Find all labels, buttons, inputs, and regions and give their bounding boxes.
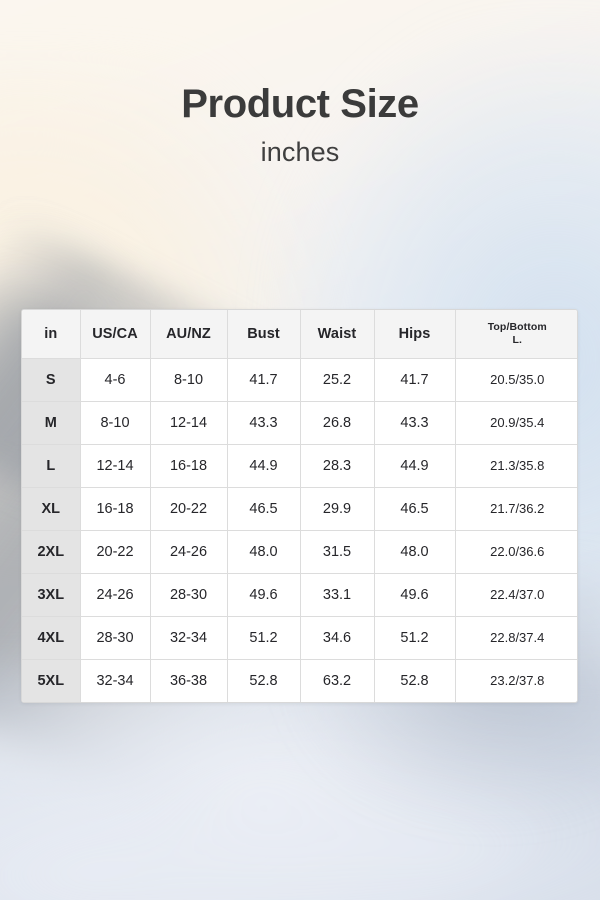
cell-us-ca: 8-10 xyxy=(80,401,151,445)
cell-top-bottom-length: 21.3/35.8 xyxy=(455,444,577,488)
page-subtitle: inches xyxy=(260,136,340,167)
table-body: S 4-6 8-10 41.7 25.2 41.7 20.5/35.0 M 8-10 12-14 4… xyxy=(22,358,577,702)
table-row: S 4-6 8-10 41.7 25.2 41.7 20.5/35.0 xyxy=(22,358,577,402)
column-header-top-bottom-length: Top/Bottom L. xyxy=(455,310,577,359)
cell-top-bottom-length: 23.2/37.8 xyxy=(490,673,545,689)
cell-top-bottom-length: 22.0/36.6 xyxy=(455,530,577,574)
cell-hips: 44.9 xyxy=(374,444,456,488)
row-size-label: 5XL xyxy=(22,659,81,702)
row-size-label: 4XL xyxy=(22,616,81,660)
cell-us-ca: 32-34 xyxy=(80,659,151,702)
cell-top-bottom-length: 20.5/35.0 xyxy=(455,358,577,402)
cell-waist: 28.3 xyxy=(300,444,375,488)
cell-bust: 43.3 xyxy=(227,401,301,445)
column-header-us-ca: US/CA xyxy=(80,310,151,359)
cell-hips: 48.0 xyxy=(374,530,456,574)
cell-waist: 63.2 xyxy=(300,659,375,702)
table-header: in US/CA AU/NZ Bust Waist Hips Top/Botto… xyxy=(22,310,577,359)
cell-waist: 25.2 xyxy=(300,358,375,402)
cell-au-nz: 20-22 xyxy=(150,487,228,531)
cell-bust: 49.6 xyxy=(227,573,301,617)
table-row: 3XL 24-26 28-30 49.6 33.1 49.6 22.4/37.0 xyxy=(22,573,577,617)
column-header-unit: in xyxy=(22,310,81,359)
cell-au-nz: 36-38 xyxy=(150,659,228,702)
row-size-label: 3XL xyxy=(22,573,81,617)
table-row: 5XL 32-34 36-38 52.8 63.2 52.8 23.2/37.8 xyxy=(22,659,577,702)
column-header-waist: Waist xyxy=(300,310,375,359)
cell-us-ca: 24-26 xyxy=(80,573,151,617)
row-size-label: S xyxy=(22,358,81,402)
table-row: 2XL 20-22 24-26 48.0 31.5 48.0 22.0/36.6 xyxy=(22,530,577,574)
size-chart-table: in US/CA AU/NZ Bust Waist Hips Top/Botto… xyxy=(22,310,577,702)
table-row: 4XL 28-30 32-34 51.2 34.6 51.2 22.8/37.4 xyxy=(22,616,577,660)
cell-bust: 51.2 xyxy=(227,616,301,660)
cell-hips: 46.5 xyxy=(374,487,456,531)
cell-waist: 26.8 xyxy=(300,401,375,445)
cell-hips: 41.7 xyxy=(374,358,456,402)
cell-au-nz: 12-14 xyxy=(150,401,228,445)
row-size-label: M xyxy=(22,401,81,445)
column-header-top-bottom-line1: Top/Bottom xyxy=(487,320,547,333)
title-block: Product Size inches xyxy=(0,82,600,168)
table-row: L 12-14 16-18 44.9 28.3 44.9 21.3/35.8 xyxy=(22,444,577,488)
cell-hips: 51.2 xyxy=(374,616,456,660)
cell-au-nz: 16-18 xyxy=(150,444,228,488)
column-header-au-nz: AU/NZ xyxy=(150,310,228,359)
size-table-container: in US/CA AU/NZ Bust Waist Hips Top/Botto… xyxy=(21,309,578,703)
cell-au-nz: 8-10 xyxy=(150,358,228,402)
cell-us-ca: 16-18 xyxy=(80,487,151,531)
cell-au-nz: 32-34 xyxy=(150,616,228,660)
column-header-hips: Hips xyxy=(374,310,456,359)
cell-hips: 49.6 xyxy=(374,573,456,617)
cell-au-nz: 28-30 xyxy=(150,573,228,617)
cell-top-bottom-length: 20.9/35.4 xyxy=(455,401,577,445)
row-size-label: L xyxy=(22,444,81,488)
cell-au-nz: 24-26 xyxy=(150,530,228,574)
cell-waist: 29.9 xyxy=(300,487,375,531)
cell-hips: 43.3 xyxy=(374,401,456,445)
cell-us-ca: 12-14 xyxy=(80,444,151,488)
table-row: XL 16-18 20-22 46.5 29.9 46.5 21.7/36.2 xyxy=(22,487,577,531)
page-title: Product Size xyxy=(181,82,419,126)
cell-bust: 52.8 xyxy=(227,659,301,702)
column-header-bust: Bust xyxy=(227,310,301,359)
column-header-top-bottom-line2: L. xyxy=(512,333,523,346)
cell-top-bottom-length: 21.7/36.2 xyxy=(455,487,577,531)
cell-top-bottom-length: 22.4/37.0 xyxy=(455,573,577,617)
row-size-label: 2XL xyxy=(22,530,81,574)
cell-bust: 44.9 xyxy=(227,444,301,488)
row-size-label: XL xyxy=(22,487,81,531)
cell-bust: 46.5 xyxy=(227,487,301,531)
cell-us-ca: 28-30 xyxy=(80,616,151,660)
cell-us-ca: 4-6 xyxy=(80,358,151,402)
table-header-row: in US/CA AU/NZ Bust Waist Hips Top/Botto… xyxy=(22,310,577,359)
cell-waist: 34.6 xyxy=(300,616,375,660)
cell-hips: 52.8 xyxy=(374,659,456,702)
cell-waist: 33.1 xyxy=(300,573,375,617)
cell-top-bottom-length: 22.8/37.4 xyxy=(455,616,577,660)
cell-bust: 48.0 xyxy=(227,530,301,574)
table-row: M 8-10 12-14 43.3 26.8 43.3 20.9/35.4 xyxy=(22,401,577,445)
cell-bust: 41.7 xyxy=(227,358,301,402)
cell-waist: 31.5 xyxy=(300,530,375,574)
cell-us-ca: 20-22 xyxy=(80,530,151,574)
